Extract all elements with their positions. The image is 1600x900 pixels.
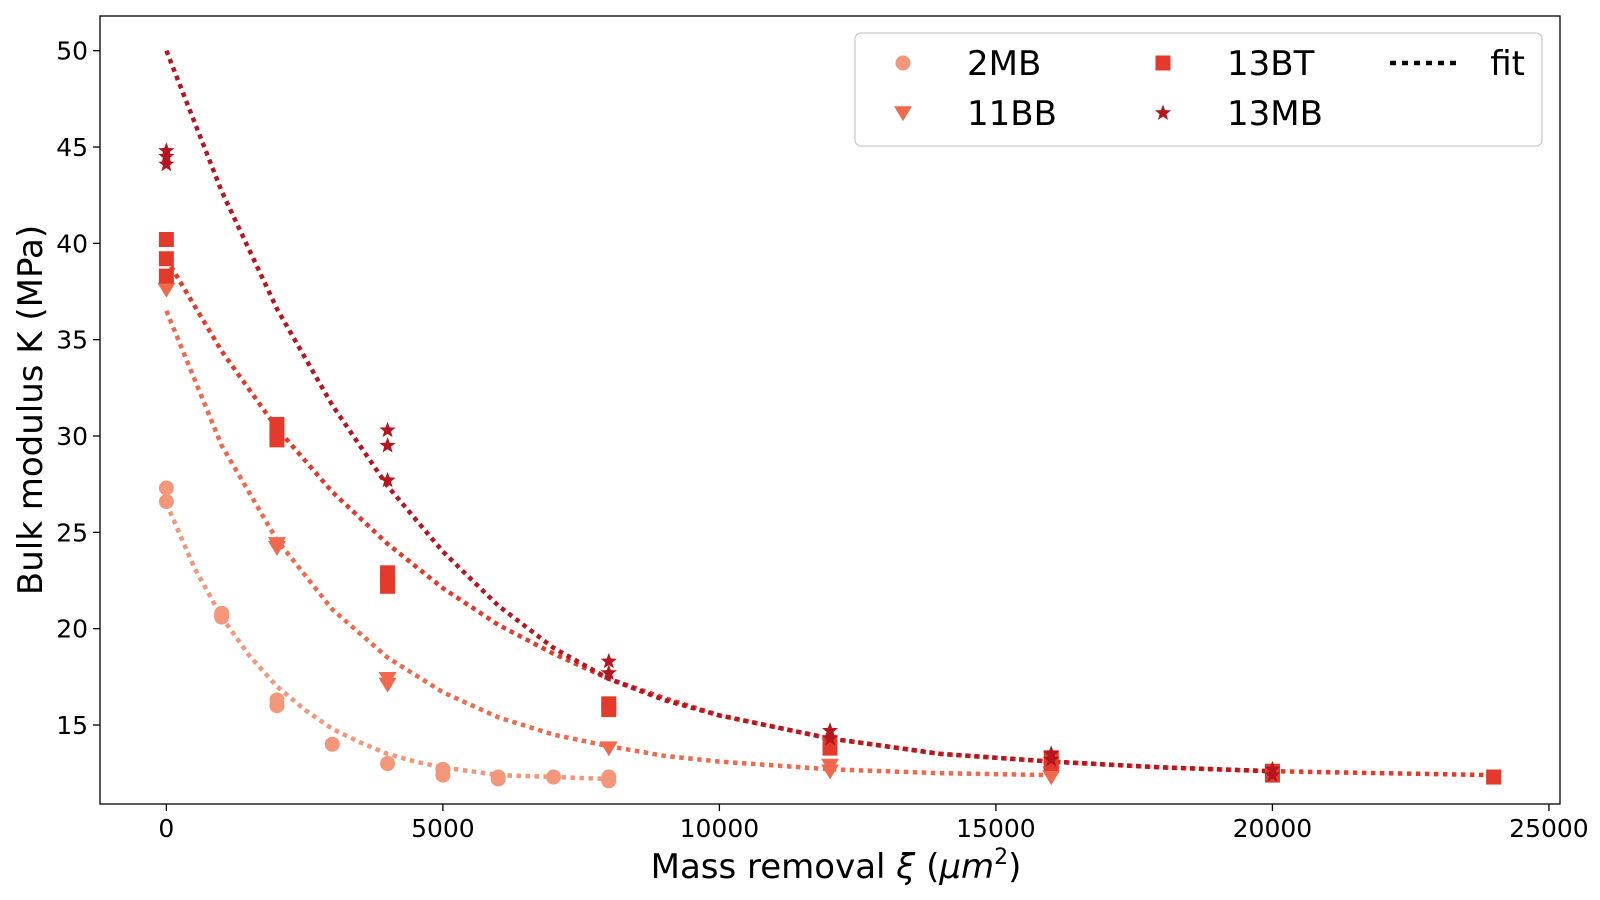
plot-frame [99,15,1561,805]
data-point-13mb [158,148,175,164]
data-point-13mb [821,722,839,738]
y-tick-label: 30 [56,422,88,451]
y-tick-label: 20 [56,615,88,644]
legend-label-13mb: 13MB [1227,94,1323,134]
y-tick-label: 50 [56,37,88,66]
data-point-13bt [158,268,174,284]
data-point-11bb [821,764,839,780]
data-point-13bt [380,578,396,594]
fit-curve-13bt [164,257,1494,778]
y-tick-label: 15 [56,711,88,740]
data-point-13mb [158,155,175,172]
legend-marker-11bb [894,106,912,122]
x-tick-label: 15000 [956,814,1036,843]
data-point-2mb [545,769,561,785]
legend-entries: 2MB 11BB 13BT 13MB fit [894,44,1525,134]
data-point-13mb [379,437,396,453]
data-point-2mb [269,698,285,714]
data-point-2mb [490,771,506,787]
data-point-13bt [822,740,838,756]
legend-label-2mb: 2MB [967,44,1041,84]
legend-marker-13bt [1155,55,1171,71]
x-tick-label: 20000 [1233,814,1313,843]
y-axis-label: Bulk modulus K (MPa) [11,225,51,595]
x-axis-label: Mass removal ξ (μm2) [651,845,1022,887]
x-axis-label-main: Mass removal [651,847,897,887]
fit-curve-13mb [164,49,1273,774]
fit-curve-2mb [164,502,609,782]
x-tick-label: 25000 [1509,814,1589,843]
data-point-2mb [601,773,617,789]
data-point-11bb [599,741,618,757]
y-tick-label: 25 [56,518,88,547]
data-point-13bt [158,251,174,267]
x-axis-label-unit: μm [938,847,994,887]
data-point-11bb [378,677,397,693]
data-point-2mb [158,480,174,496]
data-point-11bb [267,541,286,556]
data-point-13mb [600,664,617,680]
legend-label-13bt: 13BT [1227,44,1315,84]
data-point-13bt [1486,769,1502,785]
data-point-2mb [324,736,340,752]
legend: 2MB 11BB 13BT 13MB fit [854,32,1543,147]
fit-curves-layer [164,49,1494,782]
legend-label-11bb: 11BB [967,94,1057,134]
data-point-13mb [1264,766,1281,782]
data-point-2mb [158,494,174,510]
x-axis-label-open: ( [915,847,939,887]
legend-label-fit: fit [1490,44,1525,84]
data-point-13bt [158,231,174,247]
data-point-2mb [214,609,230,625]
data-point-13bt [269,432,285,448]
data-points-layer [157,142,1502,789]
x-tick-label: 0 [158,814,174,843]
data-point-13mb [379,421,396,438]
x-axis-label-symbol: ξ [895,847,916,887]
legend-marker-2mb [895,55,911,71]
y-tick-label: 35 [56,326,88,355]
legend-marker-13mb [1154,104,1172,120]
data-point-13bt [601,702,617,718]
legend-frame [854,32,1543,147]
y-tick-label: 40 [56,229,88,258]
data-point-13mb [1043,751,1060,767]
x-axis-label-sup: 2 [994,845,1008,870]
data-point-13mb [379,471,396,488]
axis-ticks-layer: 0 5000 10000 15000 20000 25000 15 20 25 30 35 40 45 5… [56,37,1589,843]
data-point-2mb [380,756,396,772]
data-point-11bb [1042,770,1061,786]
data-point-2mb [435,767,451,783]
x-axis-label-close: ) [1008,847,1021,887]
data-point-13mb [600,652,617,669]
x-tick-label: 5000 [411,814,475,843]
x-tick-label: 10000 [680,814,760,843]
y-tick-label: 45 [56,133,88,162]
data-point-13mb [821,729,839,746]
data-point-11bb [157,282,176,298]
